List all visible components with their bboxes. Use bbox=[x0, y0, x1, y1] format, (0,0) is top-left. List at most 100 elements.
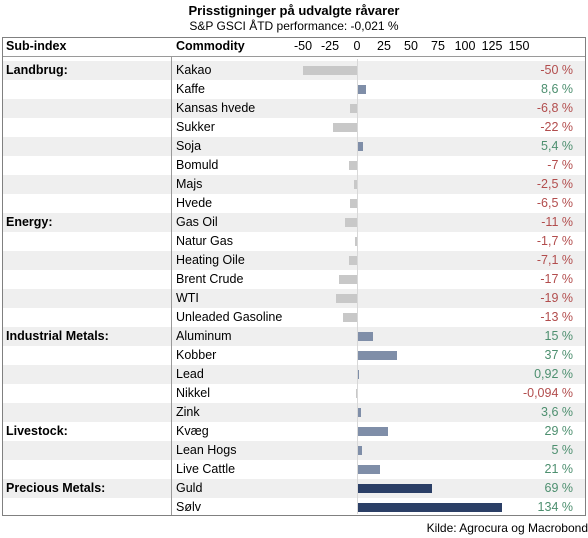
chart-title: Prisstigninger på udvalgte råvarer bbox=[188, 3, 400, 18]
percent-label: 134 % bbox=[537, 500, 573, 514]
table-row bbox=[3, 422, 585, 441]
percent-label: 5 % bbox=[551, 443, 573, 457]
commodity-label: Live Cattle bbox=[176, 462, 236, 476]
percent-label: -0,094 % bbox=[522, 386, 573, 400]
bar bbox=[357, 446, 363, 455]
commodity-label: Kakao bbox=[176, 63, 212, 77]
x-tick-label: 75 bbox=[431, 39, 445, 53]
bar bbox=[349, 161, 357, 170]
x-tick-label: -50 bbox=[293, 39, 313, 53]
zero-line bbox=[357, 59, 358, 514]
percent-label: -13 % bbox=[540, 310, 573, 324]
percent-label: 8,6 % bbox=[541, 82, 573, 96]
percent-label: -7,1 % bbox=[536, 253, 573, 267]
bar bbox=[333, 123, 357, 132]
table-row bbox=[3, 61, 585, 80]
table-frame bbox=[2, 37, 586, 516]
percent-label: 15 % bbox=[544, 329, 574, 343]
x-tick-label: 0 bbox=[353, 39, 361, 53]
subindex-label: Energy: bbox=[6, 215, 53, 229]
table-row bbox=[3, 232, 585, 251]
table-row bbox=[3, 346, 585, 365]
percent-label: 5,4 % bbox=[541, 139, 573, 153]
commodity-label: Guld bbox=[176, 481, 203, 495]
commodity-label: Kaffe bbox=[176, 82, 205, 96]
commodity-label: Nikkel bbox=[176, 386, 211, 400]
commodity-label: Sølv bbox=[176, 500, 201, 514]
subindex-label: Precious Metals: bbox=[6, 481, 106, 495]
table-row bbox=[3, 270, 585, 289]
commodity-label: Bomuld bbox=[176, 158, 219, 172]
x-tick-label: 50 bbox=[404, 39, 418, 53]
table-row bbox=[3, 289, 585, 308]
commodity-label: Unleaded Gasoline bbox=[176, 310, 283, 324]
bar bbox=[357, 465, 380, 474]
percent-label: 37 % bbox=[544, 348, 574, 362]
percent-label: -6,8 % bbox=[536, 101, 573, 115]
bar bbox=[357, 503, 502, 512]
table-row bbox=[3, 441, 585, 460]
table-row bbox=[3, 213, 585, 232]
bar bbox=[303, 66, 357, 75]
commodity-label: Hvede bbox=[176, 196, 213, 210]
percent-label: 69 % bbox=[544, 481, 574, 495]
bar bbox=[357, 427, 389, 436]
subindex-label: Industrial Metals: bbox=[6, 329, 109, 343]
x-tick-label: 100 bbox=[454, 39, 476, 53]
bar bbox=[354, 180, 357, 189]
commodity-label: Kvæg bbox=[176, 424, 209, 438]
bar bbox=[357, 484, 432, 493]
table-row bbox=[3, 80, 585, 99]
commodity-label: Kansas hvede bbox=[176, 101, 256, 115]
percent-label: 0,92 % bbox=[534, 367, 573, 381]
percent-label: -17 % bbox=[540, 272, 573, 286]
x-tick-label: -25 bbox=[320, 39, 340, 53]
commodity-label: Kobber bbox=[176, 348, 217, 362]
bar bbox=[357, 408, 361, 417]
table-row bbox=[3, 327, 585, 346]
commodity-column-header: Commodity bbox=[176, 39, 245, 53]
table-row bbox=[3, 99, 585, 118]
percent-label: -19 % bbox=[540, 291, 573, 305]
percent-label: -2,5 % bbox=[536, 177, 573, 191]
percent-label: -22 % bbox=[540, 120, 573, 134]
bar bbox=[355, 389, 357, 398]
table-row bbox=[3, 384, 585, 403]
subindex-column-header: Sub-index bbox=[6, 39, 67, 53]
commodity-label: Gas Oil bbox=[176, 215, 218, 229]
commodity-label: WTI bbox=[176, 291, 199, 305]
percent-label: -7 % bbox=[547, 158, 573, 172]
percent-label: -11 % bbox=[541, 215, 573, 229]
table-row bbox=[3, 251, 585, 270]
header-divider bbox=[3, 56, 585, 57]
bar bbox=[336, 294, 357, 303]
commodity-label: Aluminum bbox=[176, 329, 232, 343]
subindex-label: Landbrug: bbox=[6, 63, 68, 77]
x-tick-label: 25 bbox=[377, 39, 391, 53]
column-divider bbox=[171, 57, 172, 515]
commodity-label: Majs bbox=[176, 177, 203, 191]
bar bbox=[338, 275, 357, 284]
bar bbox=[349, 104, 357, 113]
bar bbox=[349, 256, 357, 265]
commodity-label: Lean Hogs bbox=[176, 443, 237, 457]
commodity-label: Brent Crude bbox=[176, 272, 244, 286]
commodity-label: Heating Oile bbox=[176, 253, 245, 267]
table-row bbox=[3, 460, 585, 479]
bar bbox=[345, 218, 357, 227]
commodity-label: Lead bbox=[176, 367, 204, 381]
table-row bbox=[3, 118, 585, 137]
commodity-label: Natur Gas bbox=[176, 234, 233, 248]
bar bbox=[357, 142, 363, 151]
commodity-label: Soja bbox=[176, 139, 202, 153]
source-note: Kilde: Agrocura og Macrobond bbox=[426, 521, 588, 535]
percent-label: 3,6 % bbox=[541, 405, 573, 419]
table-row bbox=[3, 403, 585, 422]
table-row bbox=[3, 365, 585, 384]
bar bbox=[349, 199, 357, 208]
subindex-label: Livestock: bbox=[6, 424, 68, 438]
table-row bbox=[3, 156, 585, 175]
x-tick-label: 125 bbox=[481, 39, 503, 53]
percent-label: 29 % bbox=[544, 424, 574, 438]
bar bbox=[342, 313, 357, 322]
